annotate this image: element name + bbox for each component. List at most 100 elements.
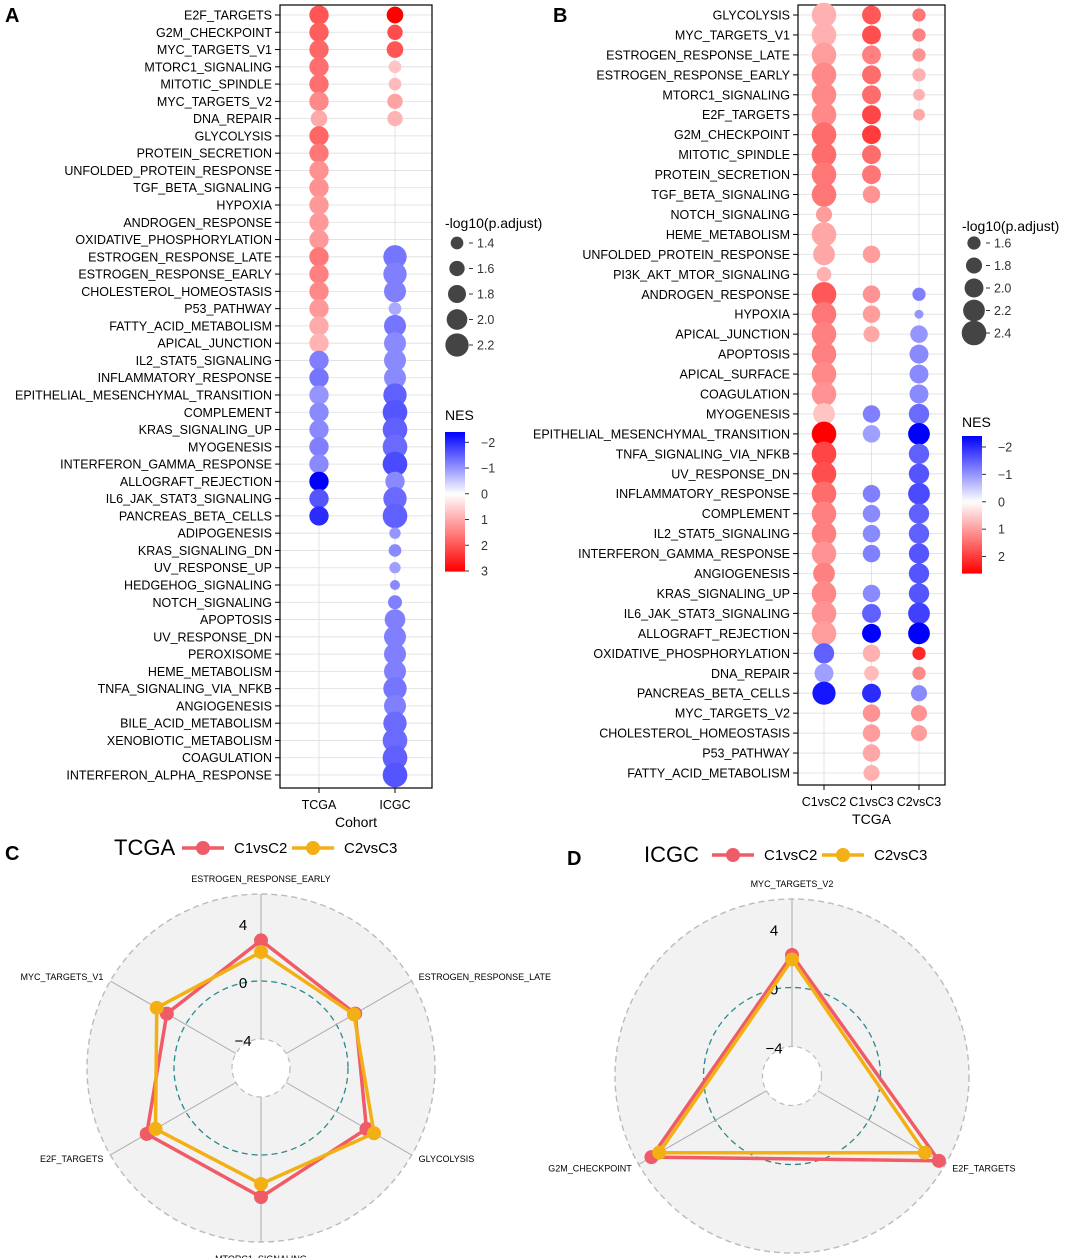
- y-tick-label: OXIDATIVE_PHOSPHORYLATION: [593, 647, 790, 661]
- data-point: [862, 5, 881, 25]
- panel-C: C ESTROGEN_RESPONSE_EARLY ESTROGEN_RESPONS…: [5, 835, 551, 1258]
- size-legend-label: 2.2: [994, 304, 1011, 318]
- radar-zero-ring: [173, 980, 349, 1156]
- data-point: [309, 506, 329, 526]
- y-tick-label: E2F_TARGETS: [184, 9, 272, 23]
- data-point: [811, 421, 837, 447]
- color-legend-segment: [445, 476, 465, 479]
- color-legend-segment: [962, 520, 982, 524]
- color-legend-segment: [445, 529, 465, 533]
- x-axis-title: Cohort: [335, 814, 377, 830]
- y-tick-label: ESTROGEN_RESPONSE_EARLY: [78, 268, 272, 282]
- color-legend-label: 0: [481, 487, 488, 501]
- color-legend-label: 1: [481, 513, 488, 527]
- size-legend-dot: [967, 236, 981, 250]
- data-point: [309, 488, 329, 509]
- data-point: [814, 663, 834, 683]
- size-legend-dot: [449, 260, 465, 277]
- data-point: [908, 543, 930, 564]
- color-legend-segment: [962, 518, 982, 522]
- y-tick-label: PANCREAS_BETA_CELLS: [119, 509, 272, 523]
- data-point: [309, 437, 329, 457]
- data-point: [383, 711, 407, 735]
- color-legend-segment: [962, 545, 982, 549]
- data-point: [383, 245, 407, 269]
- y-tick-label: COMPLEMENT: [184, 406, 273, 420]
- color-legend-segment: [445, 524, 465, 528]
- data-point: [388, 302, 402, 315]
- y-tick-label: ESTROGEN_RESPONSE_EARLY: [596, 68, 790, 82]
- data-point: [309, 212, 329, 232]
- color-legend-label: 2: [998, 550, 1005, 564]
- y-tick-label: PROTEIN_SECRETION: [655, 168, 790, 182]
- data-point: [382, 399, 408, 425]
- color-legend-segment: [962, 486, 982, 490]
- y-tick-label: TNFA_SIGNALING_VIA_NFKB: [98, 682, 272, 696]
- data-point: [914, 309, 924, 319]
- data-point: [862, 65, 881, 85]
- data-point: [862, 623, 881, 643]
- y-tick-label: APICAL_JUNCTION: [675, 328, 790, 342]
- data-point: [811, 321, 837, 347]
- data-point: [862, 285, 881, 304]
- data-point: [862, 85, 881, 105]
- size-legend-dot: [450, 236, 464, 250]
- data-point: [912, 8, 926, 22]
- data-point: [309, 5, 329, 25]
- y-tick-label: KRAS_SIGNALING_UP: [657, 587, 790, 601]
- y-tick-label: BILE_ACID_METABOLISM: [120, 717, 272, 731]
- data-point: [908, 503, 930, 524]
- color-legend-segment: [445, 452, 465, 456]
- radar-legend-dot: [726, 848, 740, 862]
- radar-series-point: [917, 1145, 932, 1160]
- data-point: [811, 182, 837, 207]
- data-point: [309, 178, 329, 198]
- color-legend-segment: [445, 485, 465, 489]
- data-point: [309, 247, 329, 267]
- color-legend-segment: [962, 538, 982, 542]
- y-tick-label: HEDGEHOG_SIGNALING: [124, 579, 272, 593]
- data-point: [811, 381, 837, 407]
- color-legend-segment: [962, 515, 982, 519]
- y-tick-label: PEROXISOME: [188, 648, 272, 662]
- color-legend-segment: [445, 533, 465, 537]
- y-tick-label: PROTEIN_SECRETION: [137, 147, 272, 161]
- x-tick-label: C2vsC3: [897, 795, 942, 809]
- color-legend-segment: [962, 563, 982, 567]
- data-point: [811, 22, 837, 48]
- color-legend-segment: [445, 487, 465, 491]
- y-tick-label: INTERFERON_GAMMA_RESPONSE: [578, 547, 790, 561]
- radar-axis-label: ESTROGEN_RESPONSE_LATE: [419, 972, 551, 982]
- y-tick-label: APICAL_JUNCTION: [157, 337, 272, 351]
- data-point: [910, 325, 928, 343]
- size-legend-label: 1.6: [477, 262, 494, 276]
- size-legend-title: -log10(p.adjust): [962, 218, 1059, 234]
- data-point: [309, 333, 329, 353]
- color-legend-segment: [962, 493, 982, 496]
- color-legend-segment: [962, 559, 982, 563]
- radar-series-point: [785, 952, 799, 967]
- data-point: [862, 165, 881, 185]
- data-point: [388, 544, 402, 557]
- color-legend-segment: [445, 473, 465, 477]
- color-legend-segment: [445, 503, 465, 507]
- color-legend-segment: [962, 461, 982, 464]
- radar-title: ICGC: [644, 842, 699, 867]
- color-legend-segment: [962, 495, 982, 499]
- data-point: [862, 504, 881, 523]
- color-legend-segment: [962, 490, 982, 494]
- color-legend-segment: [962, 502, 982, 506]
- color-legend-segment: [962, 527, 982, 531]
- data-point: [862, 145, 881, 165]
- color-legend-segment: [445, 438, 465, 442]
- data-point: [811, 601, 837, 626]
- panel-letter: B: [553, 5, 567, 27]
- radar-series-point: [254, 1190, 268, 1205]
- data-point: [862, 544, 881, 563]
- radar-axis-label: MTORC1_SIGNALING: [215, 1254, 307, 1258]
- color-legend-segment: [445, 531, 465, 535]
- color-legend-segment: [445, 522, 465, 526]
- y-tick-label: P53_PATHWAY: [184, 302, 272, 316]
- data-point: [811, 341, 837, 367]
- data-point: [908, 443, 930, 465]
